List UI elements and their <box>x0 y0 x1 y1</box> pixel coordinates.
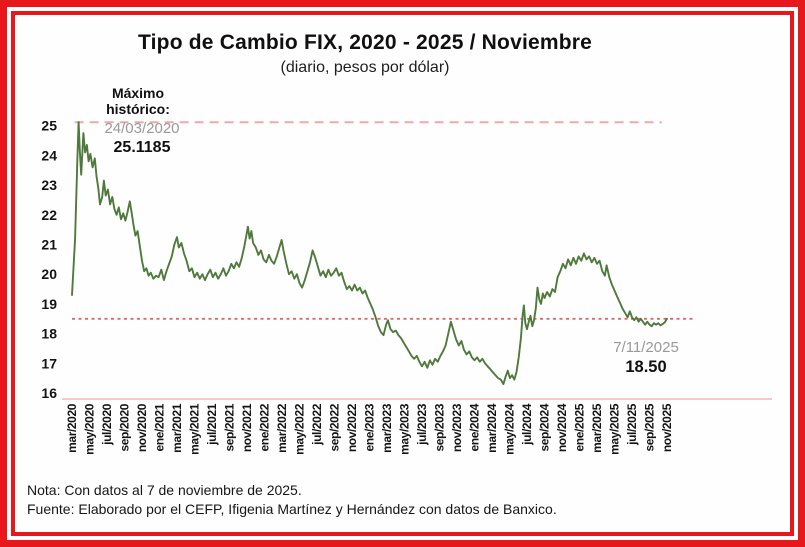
y-axis-label: 21 <box>41 237 57 253</box>
fix-rate-line <box>71 121 668 386</box>
x-axis-label: sep/2024 <box>538 403 552 451</box>
x-axis-label: sep/2023 <box>433 403 447 451</box>
y-axis-label: 17 <box>41 355 57 371</box>
x-axis-label: mar/2020 <box>65 403 79 453</box>
x-axis-label: nov/2022 <box>345 403 359 452</box>
x-axis-label: sep/2020 <box>118 403 132 451</box>
latest-value: 18.50 <box>625 358 667 376</box>
source-text: Fuente: Elaborado por el CEFP, Ifigenia … <box>27 501 557 517</box>
x-axis-label: mar/2021 <box>170 403 184 453</box>
chart-title: Tipo de Cambio FIX, 2020 - 2025 / Noviem… <box>137 31 593 54</box>
max-historic-label-line1: Máximo <box>111 85 165 101</box>
max-historic-date: 24/03/2020 <box>104 120 180 137</box>
x-axis-label: mar/2022 <box>275 403 289 453</box>
x-axis-label: mar/2023 <box>380 403 394 453</box>
chart-subtitle: (diario, pesos por dólar) <box>280 59 450 76</box>
x-axis-label: ene/2024 <box>468 403 482 451</box>
x-axis-label: nov/2023 <box>450 403 464 452</box>
x-axis-label: sep/2025 <box>643 403 657 451</box>
x-axis-label: may/2025 <box>608 403 622 455</box>
x-axis-label: jul/2025 <box>625 403 639 446</box>
x-axis-label: nov/2025 <box>660 403 674 452</box>
x-axis-label: ene/2023 <box>363 403 377 451</box>
x-axis-label: sep/2022 <box>328 403 342 451</box>
y-axis-label: 16 <box>41 385 57 401</box>
x-axis-label: jul/2020 <box>100 403 114 446</box>
x-axis-label: jul/2021 <box>205 403 219 446</box>
x-axis-label: nov/2021 <box>240 403 254 452</box>
y-axis-label: 18 <box>41 326 57 342</box>
x-axis-label: sep/2021 <box>223 403 237 451</box>
max-historic-label-line2: histórico: <box>106 101 170 117</box>
y-axis-label: 19 <box>41 296 57 312</box>
x-axis-label: may/2022 <box>293 403 307 455</box>
x-axis-label: ene/2025 <box>573 403 587 451</box>
y-axis-label: 25 <box>41 118 57 134</box>
latest-date: 7/11/2025 <box>613 339 679 356</box>
x-axis-label: nov/2020 <box>135 403 149 452</box>
x-axis-label: may/2023 <box>398 403 412 455</box>
y-axis-label: 23 <box>41 177 57 193</box>
y-axis-label: 20 <box>41 266 57 282</box>
x-axis-label: jul/2024 <box>520 403 534 446</box>
max-historic-label: Máximo histórico: <box>83 85 193 117</box>
x-axis-label: ene/2021 <box>153 403 167 451</box>
x-axis-label: jul/2022 <box>310 403 324 446</box>
y-axis-label: 24 <box>41 147 57 163</box>
x-axis-label: mar/2025 <box>590 403 604 453</box>
x-axis-label: may/2021 <box>188 403 202 455</box>
y-axis-label: 22 <box>41 207 57 223</box>
max-historic-value: 25.1185 <box>113 139 171 156</box>
x-axis-label: ene/2022 <box>258 403 272 451</box>
note-text: Nota: Con datos al 7 de noviembre de 202… <box>27 482 302 498</box>
x-axis-label: mar/2024 <box>485 403 499 453</box>
x-axis-label: jul/2023 <box>415 403 429 446</box>
x-axis-label: may/2020 <box>83 403 97 455</box>
x-axis-label: may/2024 <box>503 403 517 455</box>
x-axis-label: nov/2024 <box>555 403 569 452</box>
